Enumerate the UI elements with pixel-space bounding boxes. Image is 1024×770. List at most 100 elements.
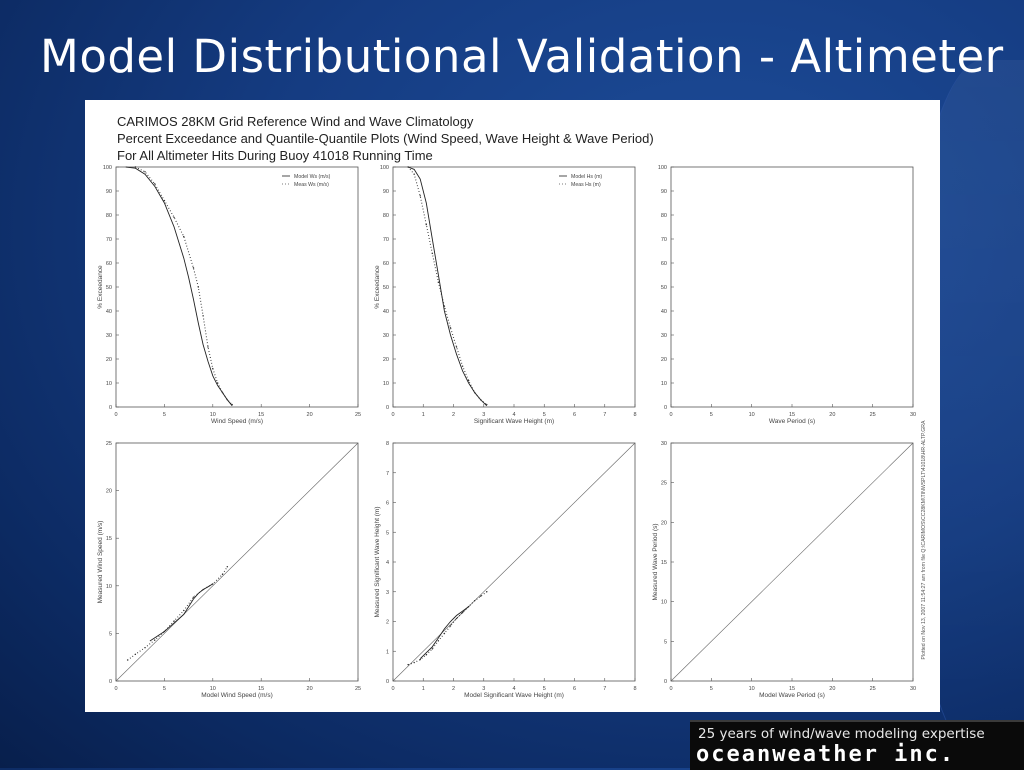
tp-exceedance-xtick-label: 0 (669, 412, 672, 418)
hs-qq-ytick-label: 3 (386, 590, 389, 596)
wind-qq-ytick-label: 0 (109, 679, 112, 685)
tp-qq-xtick-label: 0 (669, 686, 672, 692)
wind-qq-xtick-label: 5 (163, 686, 166, 692)
tp-exceedance-xtick-label: 25 (870, 412, 876, 418)
hs-qq-series-0-point (432, 648, 433, 649)
wind-exceedance-series-1-point (207, 346, 208, 347)
tp-exceedance-ytick-label: 20 (661, 357, 667, 363)
tp-qq-ytick-label: 30 (661, 441, 667, 447)
hs-exceedance-series-1-point (474, 392, 475, 393)
hs-qq-xtick-label: 8 (633, 686, 636, 692)
wind-qq-series-0-point (154, 639, 155, 640)
tp-exceedance-ytick-label: 0 (664, 405, 667, 411)
hs-exceedance-ytick-label: 60 (383, 261, 389, 267)
hs-exceedance-series-1-point (438, 282, 439, 283)
hs-exceedance-xtick-label: 7 (603, 412, 606, 418)
wind-exceedance-legend-entry: Meas Ws (m/s) (294, 182, 329, 188)
wind-qq-xtick-label: 25 (355, 686, 361, 692)
wind-exceedance-ytick-label: 30 (106, 333, 112, 339)
wind-exceedance-series-1-point (164, 200, 165, 201)
hs-qq-series-0-point (420, 659, 421, 660)
wind-exceedance-xtick-label: 5 (163, 412, 166, 418)
hs-qq-ytick-label: 4 (386, 560, 389, 566)
wind-exceedance-ytick-label: 50 (106, 285, 112, 291)
wind-exceedance-y-axis-label: % Exceedance (97, 265, 104, 309)
tp-exceedance-ytick-label: 100 (658, 165, 667, 171)
tp-qq-ytick-label: 10 (661, 600, 667, 606)
wind-qq-ytick-label: 15 (106, 536, 112, 542)
wind-qq-ytick-label: 20 (106, 489, 112, 495)
hs-exceedance-xtick-label: 2 (452, 412, 455, 418)
hs-exceedance-xtick-label: 6 (573, 412, 576, 418)
hs-qq-xtick-label: 2 (452, 686, 455, 692)
hs-exceedance-y-axis-label: % Exceedance (374, 265, 381, 309)
hs-exceedance-series-1-point (420, 195, 421, 196)
tp-qq-xtick-label: 20 (829, 686, 835, 692)
hs-qq-xtick-label: 7 (603, 686, 606, 692)
wind-exceedance-ytick-label: 100 (103, 165, 112, 171)
hs-qq-series-0-line (408, 592, 487, 665)
hs-exceedance-ytick-label: 90 (383, 189, 389, 195)
hs-qq-xtick-label: 1 (422, 686, 425, 692)
tp-qq-ytick-label: 20 (661, 520, 667, 526)
hs-exceedance-plot-frame (393, 167, 635, 407)
hs-exceedance-ytick-label: 50 (383, 285, 389, 291)
logo-brand: oceanweather inc. (696, 742, 955, 767)
hs-exceedance-legend-entry: Model Hs (m) (571, 174, 602, 180)
slide-title: Model Distributional Validation - Altime… (40, 30, 1004, 83)
wind-exceedance-series-1-point (198, 286, 199, 287)
hs-exceedance-series-1-line (408, 167, 487, 405)
tp-exceedance-x-axis-label: Wave Period (s) (769, 418, 815, 425)
wind-exceedance-x-axis-label: Wind Speed (m/s) (211, 418, 263, 425)
hs-qq-ytick-label: 8 (386, 441, 389, 447)
wind-exceedance-series-1-point (231, 404, 232, 405)
wind-qq-series-0-point (144, 647, 145, 648)
tp-qq-ytick-label: 5 (664, 639, 667, 645)
tp-qq-xtick-label: 30 (910, 686, 916, 692)
tp-exceedance-ytick-label: 30 (661, 333, 667, 339)
wind-qq-series-0-point (127, 659, 128, 660)
hs-exceedance-series-1-point (456, 346, 457, 347)
oceanweather-logo: 25 years of wind/wave modeling expertise… (690, 720, 1024, 770)
plot-timestamp-note: Plotted on Nov 13, 2007 11:54:27 am from… (921, 420, 927, 659)
wind-qq-xtick-label: 20 (307, 686, 313, 692)
wind-exceedance-series-1-point (222, 392, 223, 393)
hs-exceedance-series-1-point (450, 327, 451, 328)
hs-exceedance-series-1-point (468, 380, 469, 381)
tp-qq-ytick-label: 0 (664, 679, 667, 685)
hs-qq-series-0-point (462, 612, 463, 613)
hs-qq-series-0-point (413, 662, 414, 663)
tp-qq-ytick-label: 25 (661, 481, 667, 487)
hs-qq-ytick-label: 7 (386, 471, 389, 477)
hs-qq-xtick-label: 0 (391, 686, 394, 692)
hs-exceedance-xtick-label: 8 (633, 412, 636, 418)
wind-exceedance-series-1-point (193, 267, 194, 268)
wind-qq-xtick-label: 0 (114, 686, 117, 692)
wind-exceedance-series-1-line (135, 167, 232, 405)
tp-qq-xtick-label: 5 (710, 686, 713, 692)
hs-exceedance-ytick-label: 30 (383, 333, 389, 339)
hs-qq-ytick-label: 2 (386, 620, 389, 626)
hs-exceedance-ytick-label: 0 (386, 405, 389, 411)
hs-exceedance-series-1-point (486, 404, 487, 405)
hs-qq-series-0-point (407, 664, 408, 665)
wind-exceedance-series-1-point (135, 166, 136, 167)
wind-qq-series-0-point (193, 597, 194, 598)
wind-exceedance-ytick-label: 60 (106, 261, 112, 267)
hs-qq-xtick-label: 6 (573, 686, 576, 692)
hs-exceedance-series-1-point (480, 399, 481, 400)
wind-qq-x-axis-label: Model Wind Speed (m/s) (201, 692, 273, 699)
wind-exceedance-ytick-label: 20 (106, 357, 112, 363)
tp-exceedance-xtick-label: 10 (749, 412, 755, 418)
wind-exceedance-series-1-point (217, 382, 218, 383)
hs-qq-ytick-label: 1 (386, 649, 389, 655)
hs-qq-ytick-label: 0 (386, 679, 389, 685)
tp-exceedance-ytick-label: 90 (661, 189, 667, 195)
tp-exceedance-ytick-label: 60 (661, 261, 667, 267)
tp-exceedance-ytick-label: 70 (661, 237, 667, 243)
wind-exceedance-series-1-point (212, 368, 213, 369)
wind-exceedance-ytick-label: 80 (106, 213, 112, 219)
hs-qq-series-1-line (420, 607, 468, 659)
wind-exceedance-ytick-label: 40 (106, 309, 112, 315)
